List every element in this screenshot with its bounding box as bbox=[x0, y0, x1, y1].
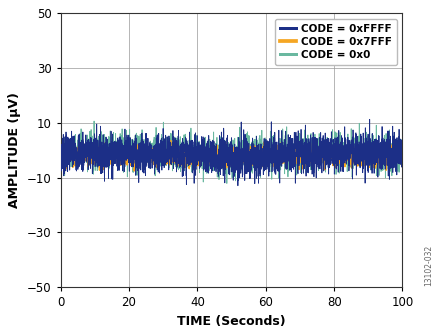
Text: 13102-032: 13102-032 bbox=[423, 244, 432, 286]
Legend: CODE = 0xFFFF, CODE = 0x7FFF, CODE = 0x0: CODE = 0xFFFF, CODE = 0x7FFF, CODE = 0x0 bbox=[275, 18, 396, 65]
X-axis label: TIME (Seconds): TIME (Seconds) bbox=[177, 315, 285, 328]
Y-axis label: AMPLITUDE (μV): AMPLITUDE (μV) bbox=[8, 92, 21, 208]
